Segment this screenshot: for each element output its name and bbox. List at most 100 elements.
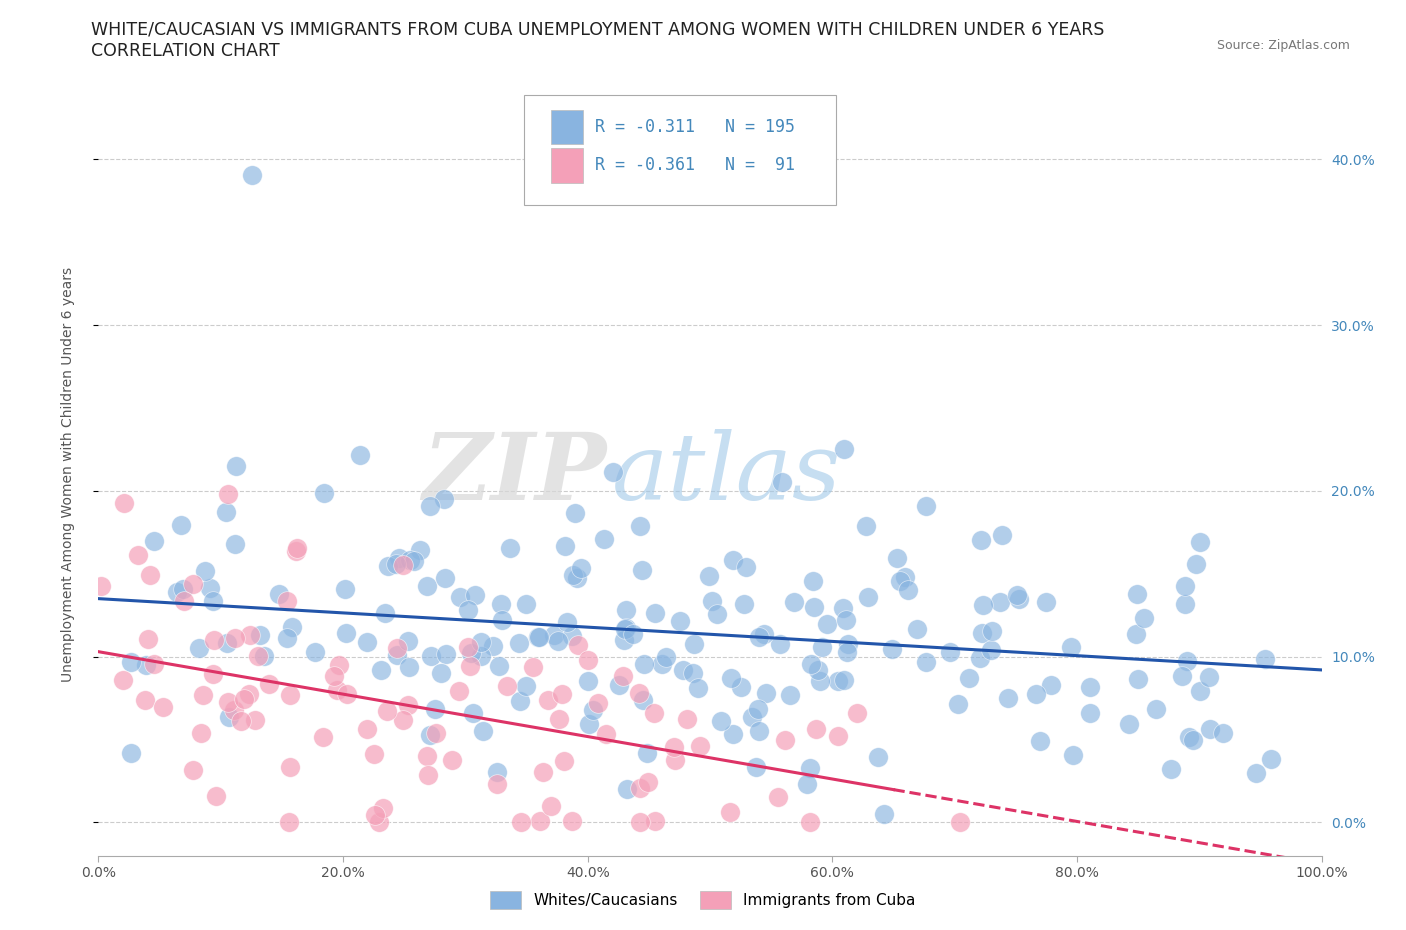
Point <box>135 658 157 672</box>
Point <box>643 705 665 720</box>
Point <box>238 687 260 702</box>
Point <box>139 567 162 582</box>
Point <box>547 633 569 648</box>
Point <box>336 686 359 701</box>
Point <box>783 595 806 610</box>
Point <box>323 669 346 684</box>
FancyBboxPatch shape <box>551 148 583 182</box>
Point <box>1062 747 1084 762</box>
Point <box>682 665 704 680</box>
Point <box>835 613 858 628</box>
Point <box>1060 640 1083 655</box>
Point <box>371 801 394 816</box>
Point <box>1174 596 1197 611</box>
Point <box>1185 556 1208 571</box>
Point <box>808 673 831 688</box>
Point <box>578 716 600 731</box>
Point <box>285 540 308 555</box>
Point <box>1005 587 1028 602</box>
Point <box>564 506 586 521</box>
Point <box>969 650 991 665</box>
Point <box>529 630 551 644</box>
Point <box>233 692 256 707</box>
Point <box>576 674 599 689</box>
Point <box>866 750 889 764</box>
Point <box>485 777 508 791</box>
Point <box>628 815 651 830</box>
Point <box>631 563 654 578</box>
Point <box>855 519 877 534</box>
Point <box>613 622 636 637</box>
FancyBboxPatch shape <box>524 95 837 206</box>
Point <box>650 657 672 671</box>
Point <box>858 590 880 604</box>
Point <box>540 798 562 813</box>
Point <box>449 590 471 604</box>
Point <box>419 648 441 663</box>
Point <box>202 594 225 609</box>
Point <box>224 536 246 551</box>
Point <box>547 711 569 726</box>
Point <box>224 631 246 646</box>
Point <box>374 605 396 620</box>
Point <box>754 626 776 641</box>
Point <box>201 667 224 682</box>
Point <box>551 686 574 701</box>
Point <box>489 597 512 612</box>
Point <box>416 749 439 764</box>
Point <box>1125 627 1147 642</box>
Point <box>328 658 350 673</box>
Point <box>217 695 239 710</box>
Point <box>267 587 290 602</box>
Point <box>1260 751 1282 766</box>
Point <box>957 671 980 685</box>
Point <box>335 581 357 596</box>
Point <box>367 815 389 830</box>
Point <box>191 688 214 703</box>
Point <box>889 574 911 589</box>
Point <box>672 662 695 677</box>
Point <box>804 722 827 737</box>
Text: Source: ZipAtlas.com: Source: ZipAtlas.com <box>1216 39 1350 52</box>
Point <box>515 596 537 611</box>
Point <box>425 725 447 740</box>
Point <box>1080 679 1102 694</box>
Point <box>682 636 704 651</box>
Point <box>276 631 298 645</box>
Point <box>531 764 554 779</box>
Point <box>873 806 896 821</box>
Point <box>801 574 824 589</box>
Point <box>509 694 531 709</box>
Legend: Whites/Caucasians, Immigrants from Cuba: Whites/Caucasians, Immigrants from Cuba <box>484 885 922 915</box>
Point <box>457 603 479 618</box>
Point <box>134 693 156 708</box>
Point <box>278 759 301 774</box>
Point <box>335 626 357 641</box>
Point <box>419 498 441 513</box>
Point <box>554 538 576 553</box>
Point <box>988 594 1011 609</box>
Point <box>586 696 609 711</box>
Point <box>1175 654 1198 669</box>
Point <box>202 632 225 647</box>
Point <box>423 701 446 716</box>
Point <box>356 722 378 737</box>
Point <box>486 764 509 779</box>
Point <box>364 808 387 823</box>
Point <box>827 673 849 688</box>
Point <box>396 698 419 712</box>
Point <box>689 738 711 753</box>
FancyBboxPatch shape <box>551 110 583 144</box>
Point <box>537 693 560 708</box>
Point <box>897 582 920 597</box>
Point <box>138 631 160 646</box>
Point <box>915 498 938 513</box>
Point <box>555 615 578 630</box>
Point <box>399 552 422 567</box>
Point <box>1188 684 1211 698</box>
Point <box>553 754 575 769</box>
Point <box>215 635 238 650</box>
Point <box>377 559 399 574</box>
Point <box>1007 591 1029 606</box>
Point <box>111 672 134 687</box>
